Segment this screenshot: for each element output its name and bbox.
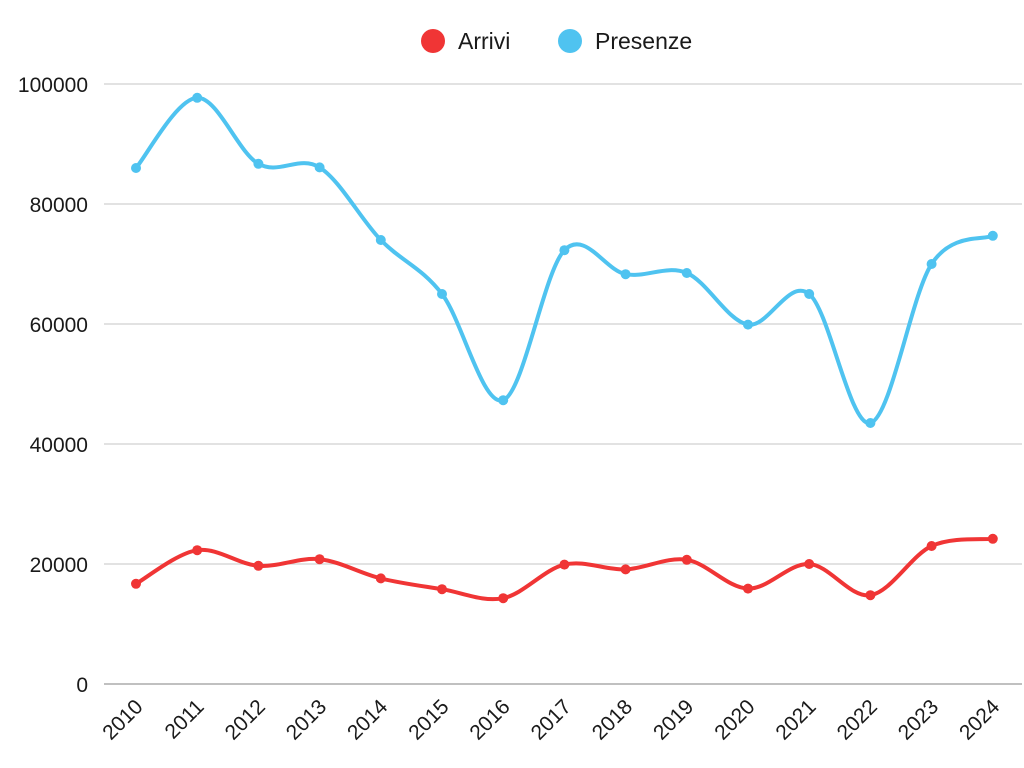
data-point-arrivi-2019 <box>681 554 692 565</box>
x-tick-label: 2011 <box>161 695 209 743</box>
data-point-arrivi-2014 <box>375 573 386 584</box>
x-tick-label: 2024 <box>955 695 1005 745</box>
data-point-arrivi-2018 <box>620 564 631 575</box>
legend-marker-presenze <box>558 29 582 53</box>
legend-label-presenze: Presenze <box>595 28 692 54</box>
data-point-presenze-2012 <box>253 158 264 169</box>
data-point-arrivi-2010 <box>131 578 141 589</box>
x-tick-label: 2014 <box>343 695 393 745</box>
data-point-presenze-2015 <box>437 289 447 299</box>
x-tick-label: 2012 <box>221 695 270 744</box>
legend-marker-arrivi <box>421 29 445 53</box>
x-axis-tick-labels: 2010 2011 2012 2013 2014 2015 2016 2017 2018 2019… <box>98 695 1004 745</box>
data-point-presenze-2021 <box>804 289 815 299</box>
x-tick-label: 2018 <box>588 695 637 744</box>
x-tick-label: 2021 <box>771 695 820 744</box>
data-point-arrivi-2013 <box>314 554 325 565</box>
x-tick-label: 2020 <box>710 695 759 744</box>
x-tick-label: 2013 <box>282 695 331 744</box>
data-point-arrivi-2022 <box>865 590 876 601</box>
data-point-presenze-2024 <box>987 230 998 241</box>
y-tick-label: 100000 <box>18 74 88 97</box>
y-tick-label: 80000 <box>30 194 88 217</box>
data-point-arrivi-2020 <box>743 583 753 594</box>
series-lines <box>131 92 998 604</box>
y-tick-label: 60000 <box>30 314 88 337</box>
data-point-presenze-2020 <box>743 319 753 330</box>
data-point-presenze-2016 <box>498 395 509 406</box>
data-point-presenze-2017 <box>559 245 570 256</box>
x-tick-label: 2016 <box>465 695 514 744</box>
series-arrivi <box>131 533 998 604</box>
data-point-arrivi-2011 <box>192 545 203 556</box>
legend-label-arrivi: Arrivi <box>458 28 510 54</box>
data-point-arrivi-2017 <box>559 559 570 570</box>
y-tick-label: 20000 <box>30 554 88 577</box>
x-tick-label: 2023 <box>894 695 943 744</box>
data-point-arrivi-2023 <box>926 541 937 551</box>
gridlines <box>104 83 1022 685</box>
series-presenze <box>131 92 998 428</box>
legend: Arrivi Presenze <box>421 28 692 54</box>
data-point-presenze-2011 <box>192 92 203 103</box>
data-point-arrivi-2016 <box>498 593 509 604</box>
x-tick-label: 2017 <box>527 695 576 744</box>
x-tick-label: 2019 <box>649 695 698 744</box>
y-tick-label: 40000 <box>30 434 88 457</box>
data-point-arrivi-2024 <box>987 533 998 544</box>
y-axis-tick-labels: 0 20000 40000 60000 80000 100000 <box>18 74 88 697</box>
data-point-arrivi-2012 <box>253 560 264 571</box>
data-point-presenze-2019 <box>681 268 692 278</box>
data-point-presenze-2010 <box>131 163 141 173</box>
data-point-presenze-2022 <box>865 418 876 428</box>
data-point-arrivi-2021 <box>804 559 815 569</box>
y-tick-label: 0 <box>76 674 88 697</box>
x-tick-label: 2010 <box>98 695 147 744</box>
data-point-presenze-2018 <box>620 269 631 280</box>
data-point-arrivi-2015 <box>437 584 447 595</box>
series-line-presenze <box>134 95 995 425</box>
data-point-presenze-2014 <box>375 235 386 245</box>
x-tick-label: 2022 <box>833 695 882 744</box>
data-point-presenze-2013 <box>314 162 325 173</box>
x-tick-label: 2015 <box>404 695 453 744</box>
data-point-presenze-2023 <box>926 259 937 269</box>
